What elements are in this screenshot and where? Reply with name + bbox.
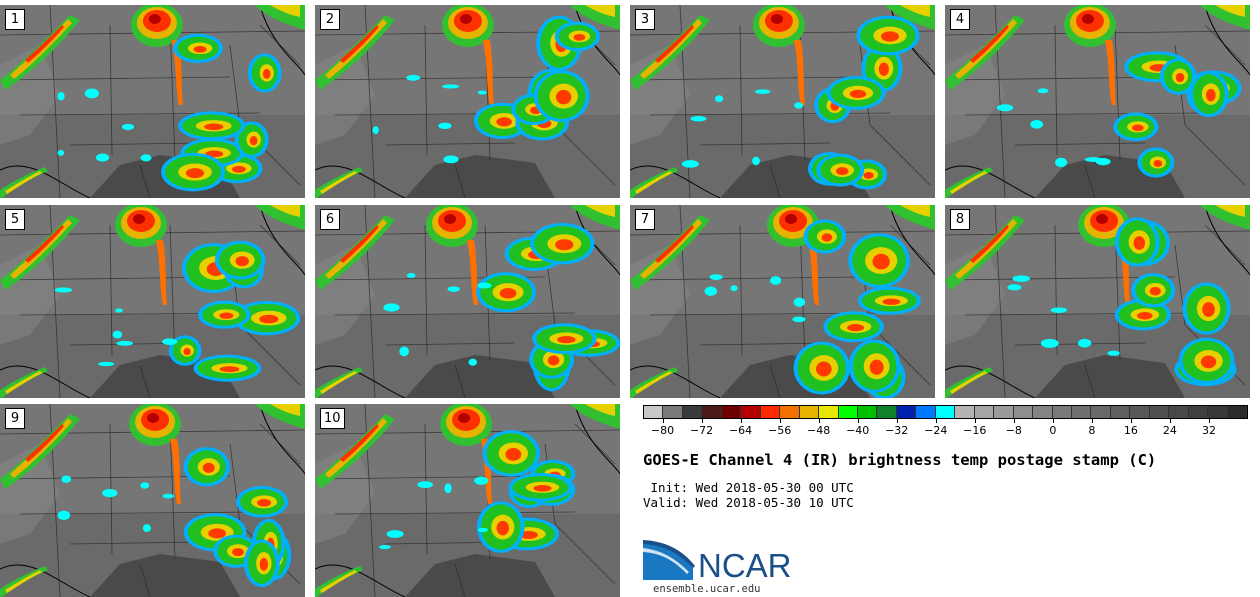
colorbar-tickmark <box>857 419 859 423</box>
colorbar-segment <box>819 406 839 418</box>
ir-map <box>315 5 620 198</box>
colorbar-segment <box>1052 406 1072 418</box>
colorbar-segment <box>1091 406 1111 418</box>
colorbar-segment <box>1208 406 1228 418</box>
colorbar-segment <box>955 406 975 418</box>
panel-8: 8 <box>945 205 1250 398</box>
colorbar-tickmark <box>1091 419 1093 423</box>
colorbar <box>643 405 1248 419</box>
ir-map <box>315 205 620 398</box>
colorbar-tickmark <box>935 419 937 423</box>
panel-4: 4 <box>945 5 1250 198</box>
colorbar-segment <box>916 406 936 418</box>
figure-title: GOES-E Channel 4 (IR) brightness temp po… <box>643 451 1157 469</box>
panel-label: 9 <box>5 408 25 429</box>
colorbar-segment <box>1130 406 1150 418</box>
panel-label: 4 <box>950 9 970 30</box>
colorbar-tick-label: −72 <box>689 424 714 437</box>
colorbar-segment <box>1169 406 1189 418</box>
colorbar-tickmark <box>662 419 664 423</box>
colorbar-segment <box>760 406 781 418</box>
colorbar-tick-label: 32 <box>1201 424 1216 437</box>
colorbar-tickmark <box>1013 419 1015 423</box>
colorbar-segment <box>799 406 820 418</box>
panel-label: 7 <box>635 209 655 230</box>
panel-label: 2 <box>320 9 340 30</box>
colorbar-segment <box>935 406 956 418</box>
colorbar-segment <box>1033 406 1053 418</box>
colorbar-tick-label: 24 <box>1162 424 1177 437</box>
panel-5: 5 <box>0 205 305 398</box>
panel-label: 1 <box>5 9 25 30</box>
ir-map <box>945 5 1250 198</box>
colorbar-tickmark <box>1130 419 1132 423</box>
colorbar-tickmark <box>1208 419 1210 423</box>
colorbar-tick-label: −56 <box>768 424 792 437</box>
colorbar-ticks: −80 −72 −64 −56 −48 −40 −32 −24 −16 −8 0 8 16 24 32 <box>643 419 1248 439</box>
panel-label: 8 <box>950 209 970 230</box>
colorbar-tickmark <box>701 419 703 423</box>
colorbar-segment <box>896 406 917 418</box>
colorbar-tick-label: −48 <box>807 424 831 437</box>
colorbar-segment <box>994 406 1014 418</box>
colorbar-segment <box>780 406 800 418</box>
colorbar-tick-label: −8 <box>1005 424 1022 437</box>
colorbar-tickmark <box>779 419 781 423</box>
colorbar-segment <box>877 406 897 418</box>
colorbar-tick-label: 16 <box>1123 424 1138 437</box>
panel-label: 10 <box>320 408 345 429</box>
colorbar-segment <box>1013 406 1034 418</box>
colorbar-tick-label: −40 <box>846 424 870 437</box>
colorbar-tickmark <box>974 419 976 423</box>
colorbar-segment <box>1110 406 1131 418</box>
colorbar-tick-label: −64 <box>728 424 753 437</box>
panel-label: 5 <box>5 209 25 230</box>
panel-3: 3 <box>630 5 935 198</box>
colorbar-tickmark <box>896 419 898 423</box>
colorbar-segment <box>974 406 995 418</box>
panel-label: 6 <box>320 209 340 230</box>
ir-map <box>630 205 935 398</box>
colorbar-tickmark <box>740 419 742 423</box>
ir-map <box>0 205 305 398</box>
colorbar-tickmark <box>1052 419 1054 423</box>
panel-1: 1 <box>0 5 305 198</box>
colorbar-segment <box>741 406 761 418</box>
colorbar-tick-label: −16 <box>963 424 987 437</box>
ir-map <box>315 404 620 597</box>
panel-7: 7 <box>630 205 935 398</box>
colorbar-segment <box>1227 406 1248 418</box>
colorbar-tick-label: −24 <box>924 424 948 437</box>
colorbar-segment <box>644 406 664 418</box>
panel-label: 3 <box>635 9 655 30</box>
colorbar-tick-label: 8 <box>1088 424 1096 437</box>
init-time: Init: Wed 2018-05-30 00 UTC <box>643 480 854 495</box>
ir-map <box>945 205 1250 398</box>
ncar-logo-text: NCAR <box>698 547 792 584</box>
colorbar-tick-label: −80 <box>650 424 675 437</box>
ncar-logo-icon <box>643 540 695 580</box>
panel-9: 9 <box>0 404 305 597</box>
panel-2: 2 <box>315 5 620 198</box>
panel-10: 10 <box>315 404 620 597</box>
colorbar-segment <box>702 406 722 418</box>
colorbar-segment <box>1149 406 1170 418</box>
valid-time: Valid: Wed 2018-05-30 10 UTC <box>643 495 854 510</box>
panel-6: 6 <box>315 205 620 398</box>
colorbar-segment <box>838 406 858 418</box>
ir-map <box>0 5 305 198</box>
colorbar-tickmark <box>818 419 820 423</box>
ir-map <box>0 404 305 597</box>
colorbar-segment <box>1071 406 1092 418</box>
colorbar-segment <box>682 406 703 418</box>
colorbar-segment <box>1188 406 1209 418</box>
colorbar-segment <box>721 406 742 418</box>
website-url: ensemble.ucar.edu <box>653 583 761 595</box>
colorbar-segment <box>857 406 878 418</box>
colorbar-segment <box>663 406 683 418</box>
ir-map <box>630 5 935 198</box>
colorbar-tick-label: 0 <box>1049 424 1057 437</box>
colorbar-tickmark <box>1169 419 1171 423</box>
colorbar-tick-label: −32 <box>885 424 909 437</box>
